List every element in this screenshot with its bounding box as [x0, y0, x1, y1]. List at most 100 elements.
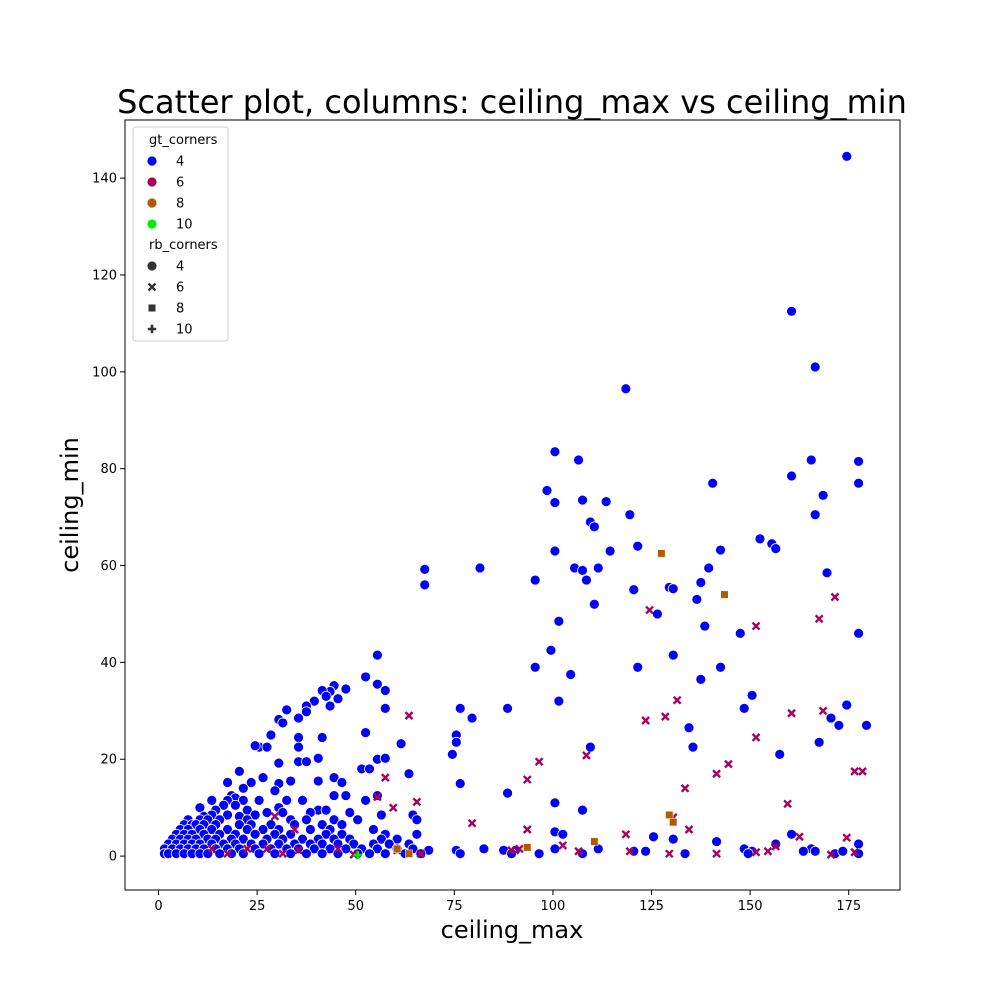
x-axis: 0 25 50 75 100 125 150 175 — [154, 890, 861, 914]
data-point — [837, 845, 849, 857]
data-point — [821, 567, 833, 579]
data-point — [454, 848, 466, 860]
data-point — [277, 717, 289, 729]
data-point — [285, 848, 297, 860]
data-point — [312, 775, 324, 787]
data-point — [332, 693, 344, 705]
data-point — [809, 845, 821, 857]
data-point — [665, 810, 674, 819]
y-tick-label: 140 — [92, 172, 117, 187]
data-point — [573, 454, 584, 466]
data-point — [684, 825, 694, 834]
data-point — [502, 702, 513, 714]
data-point — [549, 545, 561, 557]
data-point — [230, 799, 241, 811]
data-point — [466, 712, 478, 724]
data-point — [352, 814, 364, 826]
data-point — [233, 819, 245, 831]
data-point — [304, 824, 316, 835]
legend-marker — [148, 304, 156, 312]
data-point — [233, 765, 245, 777]
data-point — [320, 828, 332, 840]
data-point — [787, 708, 796, 718]
data-point — [746, 689, 758, 701]
data-point — [269, 785, 281, 797]
data-point — [301, 814, 312, 826]
data-point — [316, 819, 328, 831]
data-point — [379, 685, 391, 696]
data-point — [809, 509, 821, 521]
data-point — [770, 543, 782, 554]
data-point — [795, 832, 804, 842]
data-point — [553, 615, 565, 627]
data-point — [805, 454, 817, 466]
data-point — [770, 838, 782, 850]
data-point — [249, 809, 261, 821]
data-point — [301, 848, 312, 860]
data-point — [734, 627, 746, 639]
data-point — [522, 775, 532, 784]
data-point — [388, 803, 398, 813]
data-point — [558, 841, 568, 850]
data-point — [206, 824, 218, 835]
data-point — [393, 844, 402, 853]
data-point — [680, 783, 690, 793]
data-point — [253, 848, 265, 860]
data-point — [861, 719, 872, 731]
data-point — [336, 828, 348, 840]
data-point — [813, 736, 825, 748]
data-point — [281, 704, 293, 716]
data-point — [273, 838, 285, 850]
data-point — [368, 824, 379, 835]
data-point — [724, 759, 733, 769]
data-point — [419, 579, 431, 591]
data-point — [379, 752, 391, 764]
data-point — [324, 700, 336, 712]
data-point — [590, 837, 599, 846]
data-point — [301, 706, 312, 718]
x-tick-label: 125 — [639, 899, 664, 914]
data-point — [320, 690, 332, 702]
data-point — [669, 818, 678, 827]
legend-label: 4 — [176, 260, 184, 275]
data-point — [581, 574, 592, 586]
data-point — [340, 790, 352, 801]
data-point — [395, 738, 407, 750]
data-point — [853, 838, 864, 850]
data-point — [245, 777, 257, 788]
y-tick-label: 0 — [109, 850, 117, 865]
data-point — [712, 769, 721, 779]
data-point — [645, 605, 654, 615]
y-axis-label: ceiling_min — [56, 437, 84, 573]
legend-marker — [146, 155, 158, 167]
data-point — [308, 695, 320, 707]
data-point — [588, 521, 600, 533]
data-point — [474, 562, 486, 574]
data-point — [454, 702, 466, 714]
data-point — [333, 844, 343, 854]
data-point — [328, 772, 340, 784]
data-point — [297, 795, 308, 806]
data-point — [771, 842, 781, 851]
data-point — [657, 549, 666, 558]
data-point — [533, 848, 545, 860]
data-point — [411, 828, 423, 840]
data-point — [786, 470, 797, 482]
data-point — [632, 661, 644, 673]
data-point — [403, 768, 415, 780]
data-point — [826, 850, 836, 859]
data-point — [541, 485, 553, 496]
data-point — [340, 683, 352, 695]
y-tick-label: 120 — [92, 268, 117, 283]
data-point — [293, 712, 304, 724]
data-point — [257, 772, 269, 784]
data-point — [687, 741, 699, 753]
chart-title: Scatter plot, columns: ceiling_max vs ce… — [117, 83, 907, 121]
data-point — [715, 661, 726, 673]
data-point — [853, 456, 864, 467]
data-point — [375, 833, 387, 845]
data-point — [549, 446, 561, 458]
data-point — [549, 797, 561, 809]
data-point — [249, 828, 261, 840]
data-point — [364, 763, 375, 775]
